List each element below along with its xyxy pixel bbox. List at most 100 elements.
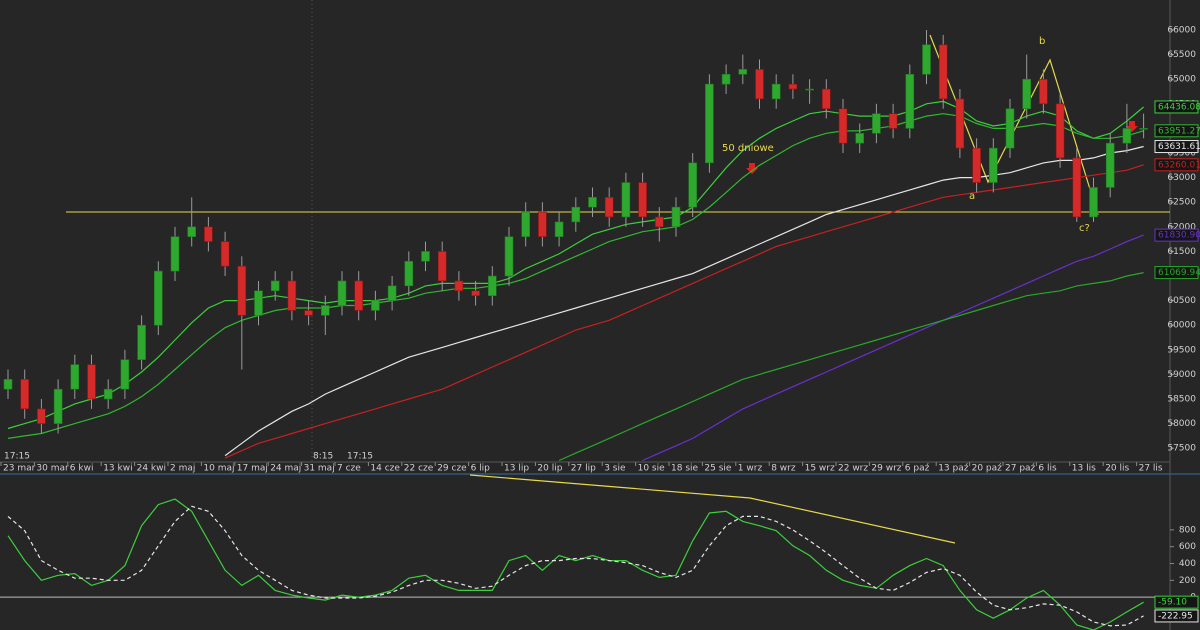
- annotation: a: [969, 191, 975, 202]
- x-tick-label: 7 cze: [337, 464, 361, 474]
- candle-body: [504, 236, 514, 277]
- candle-body: [855, 133, 865, 144]
- y-tick-label: 58500: [1167, 395, 1196, 405]
- candle-body: [487, 275, 497, 296]
- candle-body: [838, 108, 848, 144]
- candle-body: [872, 113, 881, 134]
- y-tick-label: 60000: [1167, 321, 1196, 331]
- x-tick-label: 3 sie: [604, 464, 626, 474]
- x-tick-label: 13 kwi: [103, 464, 132, 474]
- candle-body: [922, 44, 931, 75]
- x-tick-label: 14 cze: [370, 464, 400, 474]
- y-tick-label: 65500: [1167, 50, 1196, 60]
- price-tag: [1154, 228, 1199, 242]
- price-tag-label: 63631.61: [1158, 142, 1200, 152]
- candle-body: [437, 251, 447, 282]
- price-tag: [1154, 595, 1199, 609]
- time-label: 8:15: [313, 452, 333, 462]
- x-tick-label: 24 kwi: [137, 464, 166, 474]
- price-tag-label: 61069.94: [1158, 268, 1200, 278]
- x-tick-label: 24 maj: [270, 464, 301, 474]
- price-tag: [1154, 609, 1199, 623]
- candle-body: [988, 147, 998, 183]
- candle-body: [354, 280, 364, 311]
- x-tick-label: 17 maj: [237, 464, 268, 474]
- y-tick-label: 66000: [1167, 26, 1196, 36]
- arrow: [746, 163, 758, 174]
- y-tick-label: 800: [1179, 525, 1196, 535]
- candle-body: [404, 260, 414, 287]
- candle-body: [270, 280, 280, 292]
- price-tag: [1154, 124, 1199, 138]
- ma-line: [642, 234, 1144, 462]
- candle-body: [237, 265, 247, 316]
- y-tick-label: 61500: [1167, 247, 1196, 257]
- y-tick-label: 200: [1179, 576, 1196, 586]
- candle-body: [187, 226, 196, 237]
- y-tick-label: 60500: [1167, 296, 1196, 306]
- candle-body: [70, 364, 80, 390]
- candle-body: [721, 73, 731, 85]
- candle-body: [905, 73, 915, 129]
- x-tick-label: 8 wrz: [771, 464, 796, 474]
- candle-body: [170, 236, 180, 272]
- candle-body: [254, 290, 263, 316]
- x-tick-label: 13 paź: [938, 464, 969, 474]
- price-tag-label: 63951.27: [1158, 126, 1200, 136]
- y-tick-label: 59000: [1167, 370, 1196, 380]
- candle-body: [955, 98, 965, 149]
- x-tick-label: 15 wrz: [805, 464, 835, 474]
- candle-body: [1122, 128, 1132, 144]
- annotation: b: [1039, 36, 1045, 47]
- x-tick-label: 27 paź: [1005, 464, 1036, 474]
- candle-body: [638, 182, 647, 218]
- ma-line: [7, 113, 1144, 439]
- x-tick-label: 30 mar: [36, 464, 69, 474]
- price-tag-label: -222.95: [1158, 611, 1193, 621]
- candle-body: [1039, 78, 1048, 105]
- candle-body: [1055, 103, 1065, 159]
- candle-body: [220, 241, 230, 267]
- candle-body: [621, 182, 631, 218]
- y-tick-label: 65000: [1167, 75, 1196, 85]
- candle-body: [688, 162, 698, 208]
- candle-body: [371, 300, 380, 311]
- x-tick-label: 1 wrz: [738, 464, 763, 474]
- candle-body: [554, 221, 564, 237]
- candle-body: [137, 324, 146, 360]
- price-tag: [1154, 100, 1199, 114]
- candle-body: [421, 251, 430, 262]
- candle-body: [287, 280, 297, 311]
- candle-body: [671, 206, 681, 228]
- ma-line: [7, 505, 1144, 627]
- ma-line: [7, 100, 1144, 430]
- candle-body: [87, 364, 96, 400]
- candle-body: [755, 69, 764, 100]
- candle-body: [3, 379, 13, 390]
- y-tick-label: 62500: [1167, 198, 1196, 208]
- candle-body: [471, 290, 480, 296]
- candle-body: [1105, 142, 1115, 188]
- candle-body: [738, 69, 748, 75]
- candle-body: [1089, 187, 1098, 218]
- candle-body: [805, 88, 814, 91]
- candle-body: [320, 305, 330, 316]
- y-tick-label: 62000: [1167, 222, 1196, 232]
- x-tick-label: 23 mar: [3, 464, 36, 474]
- x-tick-label: 25 sie: [704, 464, 732, 474]
- y-tick-label: 400: [1179, 559, 1196, 569]
- y-tick-label: 600: [1179, 542, 1196, 552]
- x-tick-label: 29 cze: [437, 464, 467, 474]
- x-tick-label: 6 kwi: [70, 464, 94, 474]
- candle-body: [204, 226, 213, 242]
- price-tag-label: 63260.01: [1158, 160, 1200, 170]
- price-tag-label: -59.10: [1158, 598, 1187, 608]
- candle-body: [103, 388, 113, 400]
- candle-body: [20, 379, 30, 410]
- ma-line: [558, 272, 1144, 462]
- candle-body: [538, 211, 547, 237]
- candle-body: [888, 113, 898, 129]
- candle-body: [387, 285, 397, 301]
